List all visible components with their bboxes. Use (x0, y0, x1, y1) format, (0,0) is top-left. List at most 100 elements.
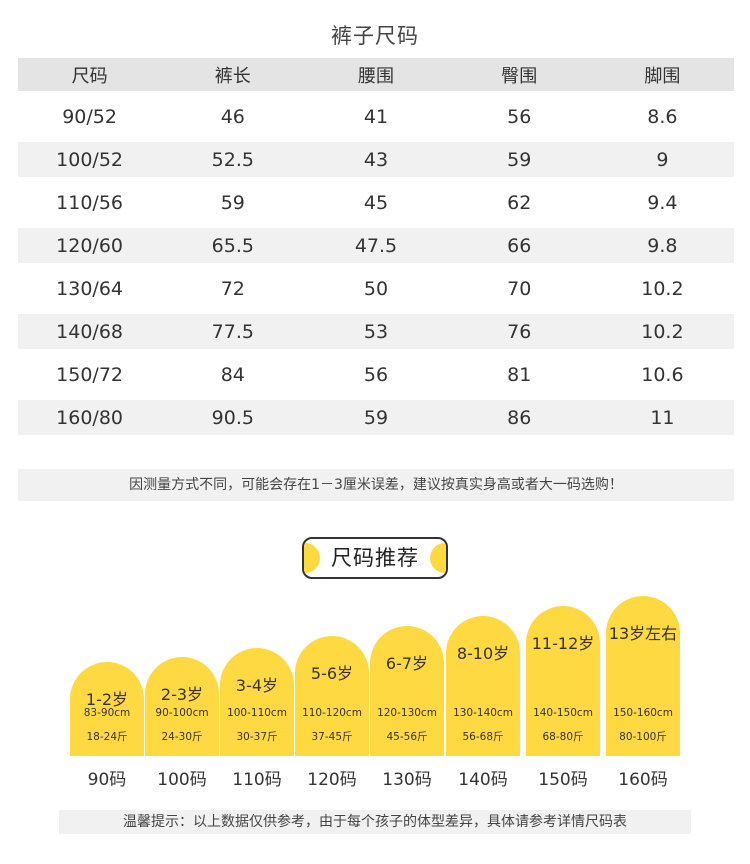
table-cell: 81 (507, 363, 532, 386)
size-label: 120码 (307, 770, 357, 790)
size-bar: 11-12岁 140-150cm 68-80斤 (526, 606, 600, 756)
recommend-title: 尺码推荐 (331, 546, 419, 570)
weight-range: 18-24斤 (86, 731, 128, 743)
size-bar: 1-2岁 83-90cm 18-24斤 (70, 662, 144, 756)
table-cell: 45 (363, 191, 389, 214)
table-cell: 10.2 (641, 320, 684, 343)
table-row: 100/52 52.5 43 59 9 (18, 142, 734, 177)
table-header-row: 尺码 裤长 腰围 臀围 脚围 (18, 58, 734, 91)
table-cell: 86 (507, 406, 532, 429)
height-range: 100-110cm (227, 707, 287, 719)
table-cell: 43 (363, 148, 389, 171)
table-cell: 76 (507, 320, 532, 343)
table-cell: 41 (363, 105, 389, 128)
weight-range: 24-30斤 (161, 731, 203, 743)
table-row: 160/80 90.5 59 86 11 (18, 400, 734, 435)
age-label: 5-6岁 (310, 664, 354, 683)
recommend-title-badge: 尺码推荐 (302, 537, 448, 579)
weight-range: 30-37斤 (236, 731, 278, 743)
table-cell: 10.6 (641, 363, 684, 386)
table-cell: 72 (220, 277, 245, 300)
table-cell: 9.8 (647, 234, 678, 257)
height-range: 140-150cm (533, 707, 593, 719)
height-range: 83-90cm (83, 707, 131, 719)
size-bar: 2-3岁 90-100cm 24-30斤 (145, 657, 219, 756)
table-cell: 70 (507, 277, 532, 300)
table-cell: 8.6 (647, 105, 678, 128)
weight-range: 80-100斤 (619, 731, 667, 743)
table-cell: 110/56 (56, 191, 124, 214)
warm-tip: 温馨提示：以上数据仅供参考，由于每个孩子的体型差异，具体请参考详情尺码表 (59, 810, 691, 834)
column-header: 裤长 (214, 65, 251, 87)
table-row: 110/56 59 45 62 9.4 (18, 185, 734, 220)
table-cell: 59 (220, 191, 245, 214)
table-cell: 65.5 (211, 234, 254, 257)
column-header: 腰围 (358, 65, 394, 87)
size-table: 尺码 裤长 腰围 臀围 脚围 90/52 46 41 56 8.6 100/52… (18, 58, 734, 443)
age-label: 8-10岁 (456, 644, 510, 663)
table-cell: 52.5 (211, 148, 254, 171)
size-bar: 8-10岁 130-140cm 56-68斤 (446, 616, 520, 756)
height-range: 120-130cm (377, 707, 437, 719)
size-label: 140码 (458, 770, 508, 790)
column-header: 尺码 (71, 65, 108, 87)
size-label: 150码 (538, 770, 588, 790)
size-bar: 3-4岁 100-110cm 30-37斤 (220, 648, 294, 756)
table-cell: 120/60 (56, 234, 124, 257)
table-cell: 100/52 (56, 148, 124, 171)
table-row: 150/72 84 56 81 10.6 (18, 357, 734, 392)
table-cell: 130/64 (56, 277, 124, 300)
size-bar: 6-7岁 120-130cm 45-56斤 (370, 626, 444, 756)
table-cell: 10.2 (641, 277, 684, 300)
height-range: 90-100cm (155, 707, 209, 719)
table-cell: 56 (507, 105, 532, 128)
size-bar: 13岁左右 150-160cm 80-100斤 (606, 596, 680, 756)
column-header: 脚围 (644, 65, 681, 87)
table-cell: 77.5 (211, 320, 254, 343)
table-cell: 90/52 (62, 105, 117, 128)
table-cell: 56 (363, 363, 389, 386)
table-cell: 140/68 (56, 320, 124, 343)
table-row: 120/60 65.5 47.5 66 9.8 (18, 228, 734, 263)
table-cell: 47.5 (354, 234, 398, 257)
height-range: 110-120cm (302, 707, 362, 719)
table-row: 90/52 46 41 56 8.6 (18, 99, 734, 134)
weight-range: 68-80斤 (542, 731, 584, 743)
table-cell: 59 (507, 148, 532, 171)
table-cell: 9 (656, 148, 669, 171)
age-label: 6-7岁 (385, 654, 429, 673)
age-label: 3-4岁 (235, 676, 279, 695)
yellow-dot-decoration (304, 543, 320, 573)
table-cell: 66 (507, 234, 532, 257)
size-bar: 5-6岁 110-120cm 37-45斤 (295, 636, 369, 756)
table-cell: 150/72 (56, 363, 124, 386)
age-label: 1-2岁 (85, 690, 129, 709)
table-cell: 53 (363, 320, 389, 343)
weight-range: 45-56斤 (386, 731, 428, 743)
yellow-dot-decoration (430, 543, 446, 573)
size-label: 160码 (618, 770, 668, 790)
column-header: 臀围 (501, 65, 538, 87)
table-cell: 90.5 (211, 406, 254, 429)
age-label: 2-3岁 (160, 685, 204, 704)
height-range: 150-160cm (613, 707, 673, 719)
age-label: 13岁左右 (608, 624, 678, 643)
weight-range: 56-68斤 (462, 731, 504, 743)
height-range: 130-140cm (453, 707, 513, 719)
table-cell: 9.4 (647, 191, 678, 214)
table-cell: 50 (363, 277, 389, 300)
table-cell: 59 (363, 406, 389, 429)
size-label: 90码 (87, 770, 127, 790)
measurement-notice: 因测量方式不同，可能会存在1－3厘米误差，建议按真实身高或者大一码选购！ (18, 469, 734, 501)
table-cell: 84 (220, 363, 245, 386)
table-cell: 46 (220, 105, 245, 128)
age-label: 11-12岁 (531, 634, 595, 653)
table-cell: 11 (650, 406, 675, 429)
size-label: 100码 (157, 770, 207, 790)
table-cell: 160/80 (56, 406, 124, 429)
size-label: 130码 (382, 770, 432, 790)
weight-range: 37-45斤 (311, 731, 353, 743)
table-row: 130/64 72 50 70 10.2 (18, 271, 734, 306)
table-cell: 62 (507, 191, 532, 214)
